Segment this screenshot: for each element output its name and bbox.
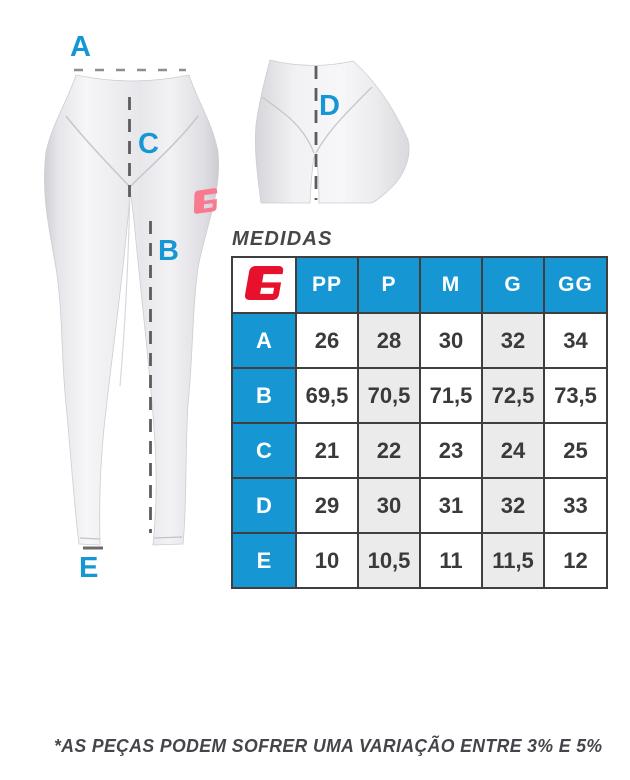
table-row-a: A 26 28 30 32 34 [231,312,608,369]
size-value-cell: 31 [419,477,483,534]
size-value-cell: 30 [357,477,421,534]
size-value-cell: 11 [419,532,483,589]
size-value-cell: 30 [419,312,483,369]
size-value-cell: 71,5 [419,367,483,424]
size-value-cell: 24 [481,422,545,479]
size-col-header-p: P [357,256,421,314]
size-col-header-gg: GG [543,256,608,314]
size-value-cell: 32 [481,312,545,369]
leggings-back-illustration [254,59,410,204]
size-value-cell: 21 [295,422,359,479]
size-value-cell: 32 [481,477,545,534]
measure-label-a: A [70,31,91,63]
measure-row-label: E [231,532,297,589]
measure-row-label: D [231,477,297,534]
measure-row-label: A [231,312,297,369]
size-value-cell: 28 [357,312,421,369]
size-value-cell: 12 [543,532,608,589]
size-value-cell: 73,5 [543,367,608,424]
table-row-c: C 21 22 23 24 25 [231,422,608,479]
size-value-cell: 72,5 [481,367,545,424]
size-value-cell: 33 [543,477,608,534]
brand-g-logo-icon [244,265,284,300]
size-value-cell: 29 [295,477,359,534]
measure-label-c: C [138,128,159,160]
size-value-cell: 10,5 [357,532,421,589]
brand-logo-thigh [193,187,218,215]
size-value-cell: 22 [357,422,421,479]
size-value-cell: 10 [295,532,359,589]
measure-label-d: D [319,90,340,122]
size-value-cell: 34 [543,312,608,369]
size-value-cell: 25 [543,422,608,479]
size-value-cell: 11,5 [481,532,545,589]
measure-row-label: C [231,422,297,479]
size-value-cell: 70,5 [357,367,421,424]
size-value-cell: 69,5 [295,367,359,424]
measure-row-label: B [231,367,297,424]
size-value-cell: 23 [419,422,483,479]
measure-label-e: E [79,552,99,584]
table-row-b: B 69,5 70,5 71,5 72,5 73,5 [231,367,608,424]
size-col-header-pp: PP [295,256,359,314]
brand-logo-cell [231,256,297,314]
size-col-header-g: G [481,256,545,314]
size-table: PP P M G GG A 26 28 30 32 34 B 69,5 70,5… [231,256,608,589]
size-table-title: MEDIDAS [232,228,333,250]
table-row-d: D 29 30 31 32 33 [231,477,608,534]
size-col-header-m: M [419,256,483,314]
measure-label-b: B [158,235,179,267]
variation-footnote: *AS PEÇAS PODEM SOFRER UMA VARIAÇÃO ENTR… [54,736,603,756]
size-value-cell: 26 [295,312,359,369]
table-row-e: E 10 10,5 11 11,5 12 [231,532,608,589]
leggings-front-illustration [44,74,219,546]
